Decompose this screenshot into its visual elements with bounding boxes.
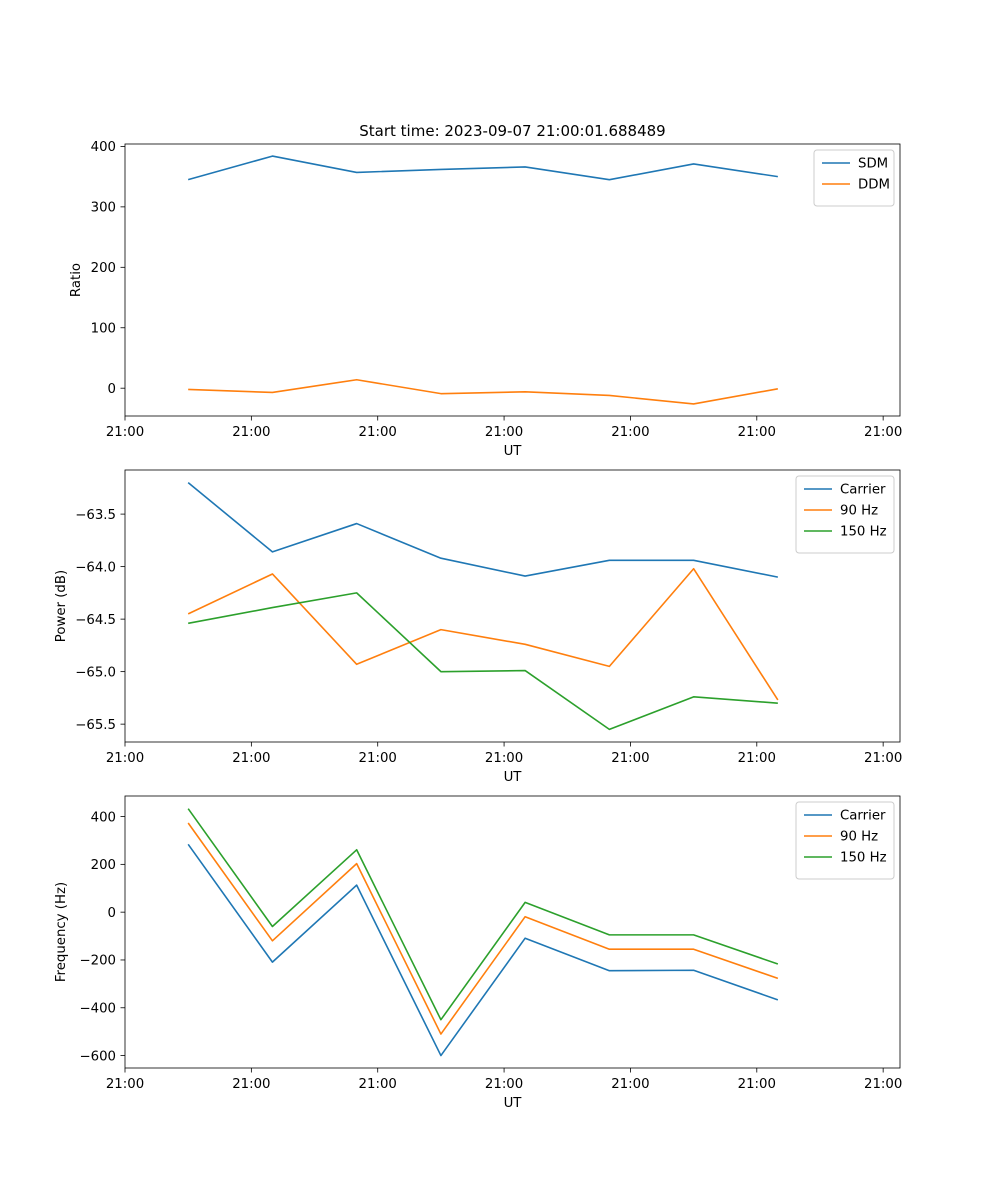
- series-line-150-hz: [187, 808, 779, 1021]
- series-line-150-hz: [188, 592, 778, 731]
- x-tick-label: 21:00: [106, 751, 144, 766]
- x-tick-label: 21:00: [864, 425, 902, 440]
- x-tick-label: 21:00: [232, 1077, 270, 1092]
- legend-label: SDM: [858, 157, 888, 172]
- x-tick-label: 21:00: [106, 425, 144, 440]
- x-tick-label: 21:00: [611, 1077, 649, 1092]
- x-tick-label: 21:00: [485, 751, 523, 766]
- chart-panel-3: 21:00 21:00 21:00 21:00 21:00 21:00 21:00 400 20…: [54, 795, 902, 1111]
- x-tick-label: 21:00: [359, 751, 397, 766]
- y-tick-label: 200: [91, 261, 116, 276]
- x-axis-label: UT: [504, 1096, 523, 1111]
- legend-label: 150 Hz: [840, 851, 887, 866]
- x-tick-label: 21:00: [485, 425, 523, 440]
- series-line-carrier: [187, 843, 779, 1057]
- y-tick-label: 0: [108, 906, 116, 921]
- series-line-90-hz: [187, 822, 779, 1035]
- x-axis-label: UT: [504, 770, 523, 785]
- y-tick-label: 300: [91, 201, 116, 216]
- chart-panel-2: 21:00 21:00 21:00 21:00 21:00 21:00 21:00 −63.5…: [54, 469, 902, 785]
- y-axis-label: Power (dB): [54, 570, 69, 642]
- legend: Carrier 90 Hz 150 Hz: [795, 475, 895, 554]
- y-axis-label: Ratio: [69, 263, 84, 297]
- y-tick-label: −65.0: [75, 665, 116, 680]
- x-tick-label: 21:00: [232, 751, 270, 766]
- legend-label: 90 Hz: [840, 830, 878, 845]
- legend-label: Carrier: [840, 809, 886, 824]
- x-tick-label: 21:00: [106, 1077, 144, 1092]
- figure-title: Start time: 2023-09-07 21:00:01.688489: [359, 122, 665, 140]
- chart-panel-1: 21:00 21:00 21:00 21:00 21:00 21:00 21:00 0 100 2…: [69, 140, 902, 459]
- legend-label: Carrier: [840, 483, 886, 498]
- legend-box: [795, 475, 895, 554]
- x-tick-label: 21:00: [864, 1077, 902, 1092]
- legend-label: 90 Hz: [840, 504, 878, 519]
- legend: Carrier 90 Hz 150 Hz: [795, 801, 895, 880]
- legend-box: [813, 149, 895, 207]
- x-tick-label: 21:00: [738, 751, 776, 766]
- legend: SDM DDM: [813, 149, 895, 207]
- y-tick-label: 100: [91, 321, 116, 336]
- axes-frame: [124, 795, 901, 1069]
- axes-frame: [124, 143, 901, 417]
- x-axis-label: UT: [504, 444, 523, 459]
- y-tick-label: −600: [79, 1049, 116, 1064]
- x-tick-label: 21:00: [864, 751, 902, 766]
- y-tick-label: −400: [79, 1001, 116, 1016]
- x-tick-label: 21:00: [611, 751, 649, 766]
- legend-label: 150 Hz: [840, 525, 887, 540]
- y-tick-label: −65.5: [75, 718, 116, 733]
- x-tick-label: 21:00: [359, 425, 397, 440]
- axes-frame: [124, 469, 901, 743]
- x-tick-label: 21:00: [738, 1077, 776, 1092]
- y-tick-label: −64.0: [75, 560, 116, 575]
- y-tick-label: −63.5: [75, 508, 116, 523]
- y-tick-label: 400: [91, 140, 116, 155]
- series-line-ddm: [188, 378, 778, 405]
- y-axis-label: Frequency (Hz): [54, 882, 69, 982]
- x-tick-label: 21:00: [485, 1077, 523, 1092]
- series-line-90-hz: [187, 567, 779, 701]
- x-tick-label: 21:00: [359, 1077, 397, 1092]
- legend-box: [795, 801, 895, 880]
- series-line-sdm: [187, 155, 778, 181]
- series-line-carrier: [187, 481, 779, 578]
- y-tick-label: −200: [79, 954, 116, 969]
- y-tick-label: −64.5: [75, 613, 116, 628]
- x-tick-label: 21:00: [232, 425, 270, 440]
- y-tick-label: 200: [91, 858, 116, 873]
- x-tick-label: 21:00: [611, 425, 649, 440]
- y-tick-label: 400: [91, 810, 116, 825]
- y-tick-label: 0: [108, 382, 116, 397]
- x-tick-label: 21:00: [738, 425, 776, 440]
- legend-label: DDM: [858, 178, 890, 193]
